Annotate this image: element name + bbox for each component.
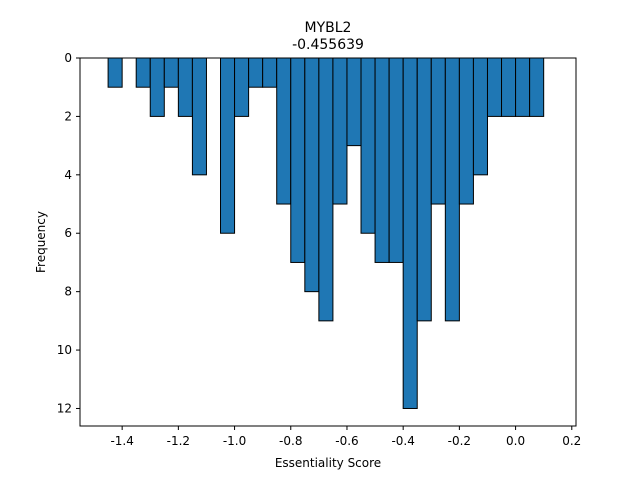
x-tick-label: -1.4 (110, 434, 133, 448)
histogram-bar (248, 57, 264, 88)
histogram-bar (430, 57, 446, 205)
x-tick-label: 0.0 (506, 434, 525, 448)
bars-group (107, 57, 545, 409)
histogram-bar (191, 57, 207, 176)
histogram-bar (346, 57, 362, 147)
histogram-bar (374, 57, 390, 263)
y-axis-label: Frequency (34, 211, 48, 273)
histogram-bar (107, 57, 123, 88)
chart-subtitle: -0.455639 (292, 37, 364, 53)
histogram-bar (388, 57, 404, 263)
y-tick-label: 8 (64, 285, 72, 299)
histogram-bar (135, 57, 151, 88)
plot-frame (79, 57, 577, 427)
histogram-bar (177, 57, 193, 117)
y-tick-label: 10 (57, 343, 72, 357)
x-axis-label: Essentiality Score (275, 456, 381, 470)
histogram-bar (360, 57, 376, 234)
y-tick-label: 4 (64, 168, 72, 182)
histogram-bar (276, 57, 292, 205)
histogram-bar (416, 57, 432, 322)
histogram-bar (318, 57, 334, 322)
x-tick-label: -1.0 (223, 434, 246, 448)
histogram-bar (163, 57, 179, 88)
y-tick-label: 12 (57, 401, 72, 415)
histogram-bar (529, 57, 545, 117)
y-tick-label: 6 (64, 226, 72, 240)
histogram-bar (262, 57, 278, 88)
histogram-bar (332, 57, 348, 205)
histogram-bar (290, 57, 306, 263)
histogram-bar (234, 57, 250, 117)
histogram-bar (304, 57, 320, 293)
histogram-bar (149, 57, 165, 117)
x-tick-label: -0.6 (335, 434, 358, 448)
histogram-bar (515, 57, 531, 117)
x-tick-label: -0.2 (448, 434, 471, 448)
y-axis-ticks: 0 2 4 6 8 10 12 (57, 51, 80, 415)
histogram-bar (486, 57, 503, 117)
chart-title: MYBL2 (305, 20, 352, 36)
x-tick-label: -1.2 (167, 434, 190, 448)
histogram-bar (220, 57, 236, 234)
histogram-bar (458, 57, 474, 205)
y-tick-label: 2 (64, 109, 72, 123)
histogram-bar (402, 57, 418, 409)
x-tick-label: -0.8 (279, 434, 302, 448)
x-tick-label: 0.2 (562, 434, 581, 448)
histogram-bar (444, 57, 460, 322)
histogram-bar (472, 57, 488, 176)
y-tick-label: 0 (64, 51, 72, 65)
histogram-bar (501, 57, 517, 117)
x-axis-ticks: -1.4 -1.2 -1.0 -0.8 -0.6 -0.4 -0.2 0.0 0.2 (110, 426, 581, 448)
x-tick-label: -0.4 (391, 434, 414, 448)
